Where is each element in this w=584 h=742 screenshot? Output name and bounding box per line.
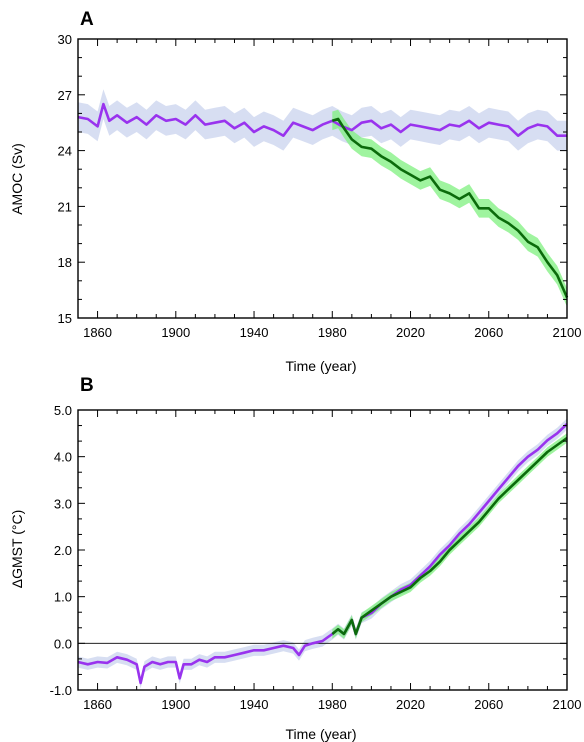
panel-b-y-axis-title: ΔGMST (°C) — [9, 510, 25, 588]
panel-a-y-tick-label-0: 15 — [58, 311, 72, 326]
panel-b-x-tick-label-2020: 2020 — [396, 697, 425, 712]
panel-a-x-tick-label-1980: 1980 — [318, 325, 347, 340]
panel-b-forced-series-line — [331, 436, 568, 636]
panel-b-control-series-line — [77, 423, 568, 685]
panel-b-x-tick-label-1940: 1940 — [240, 697, 269, 712]
panel-a-control-series-line — [77, 102, 567, 137]
panel-b-y-tick-label-5: 4.0 — [54, 450, 72, 465]
panel-a-x-axis-title: Time (year) — [285, 358, 356, 374]
panel-b-y-tick-label-6: 5.0 — [54, 403, 72, 418]
panel-a-x-tick-label-2060: 2060 — [474, 325, 503, 340]
panel-b-x-axis-title: Time (year) — [285, 726, 356, 742]
panel-a-label: A — [80, 9, 94, 30]
panel-a-chart: A Time (year) AMOC (Sv) 1860 1900 1940 1980… — [9, 9, 581, 374]
panel-b-label: B — [80, 375, 94, 396]
panel-a-y-tick-label-1: 18 — [58, 255, 72, 270]
panel-a-forced-series-line — [331, 117, 569, 299]
panel-a-control-spread-band — [78, 89, 567, 151]
panel-b-forced-spread-band — [332, 433, 567, 639]
panel-b-chart: B Time (year) ΔGMST (°C) 1860 1900 1940 198… — [9, 375, 581, 742]
panel-b-control-spread-band — [78, 418, 567, 689]
panel-b-x-tick-label-1860: 1860 — [83, 697, 112, 712]
panel-b-x-tick-label-2100: 2100 — [553, 697, 582, 712]
panel-a-x-tick-label-1940: 1940 — [240, 325, 269, 340]
panel-a-y-tick-label-2: 21 — [58, 199, 72, 214]
panel-a-x-tick-label-1900: 1900 — [161, 325, 190, 340]
panel-a-y-tick-label-5: 30 — [58, 32, 72, 47]
panel-b-y-tick-label-2: 1.0 — [54, 590, 72, 605]
panel-b-plot-frame — [77, 409, 568, 691]
panel-a-forced-spread-band — [332, 109, 567, 307]
panel-a-y-tick-label-3: 24 — [58, 144, 72, 159]
panel-b-x-tick-label-1900: 1900 — [161, 697, 190, 712]
panel-b-y-tick-label-0: -1.0 — [50, 683, 72, 698]
panel-a-y-tick-label-4: 27 — [58, 88, 72, 103]
panel-a-y-axis-title: AMOC (Sv) — [9, 143, 25, 215]
panel-b-x-tick-label-1980: 1980 — [318, 697, 347, 712]
panel-b-x-tick-label-2060: 2060 — [474, 697, 503, 712]
panel-b-y-tick-label-4: 3.0 — [54, 496, 72, 511]
panel-a-x-tick-label-2020: 2020 — [396, 325, 425, 340]
panel-b-y-tick-label-3: 2.0 — [54, 543, 72, 558]
panel-a-plot-frame — [77, 38, 568, 319]
panel-a-x-tick-label-1860: 1860 — [83, 325, 112, 340]
panel-b-y-tick-label-1: 0.0 — [54, 636, 72, 651]
panel-a-x-tick-label-2100: 2100 — [553, 325, 582, 340]
